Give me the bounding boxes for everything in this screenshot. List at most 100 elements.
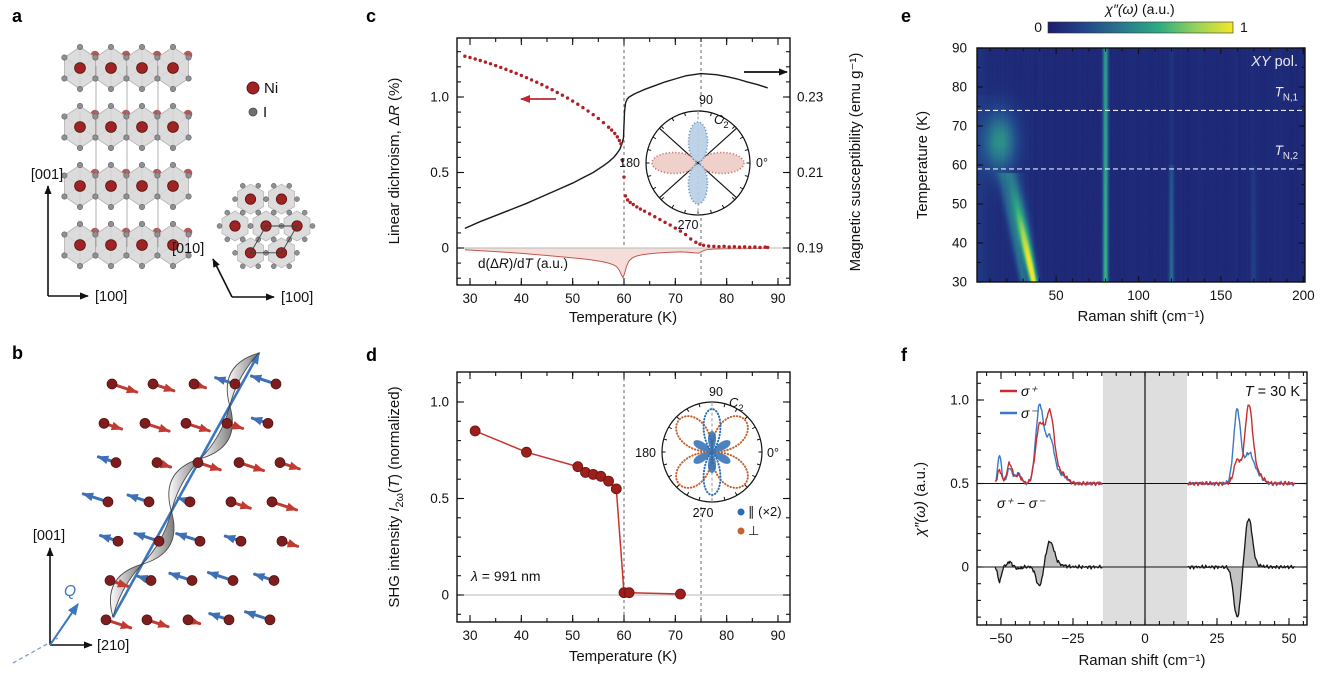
polarization-label: XY pol.: [1250, 54, 1298, 70]
magnetic-ion: [225, 496, 237, 508]
colorbar-max: 1: [1240, 19, 1248, 35]
magnetic-ion: [106, 378, 118, 390]
y-tick-label: 90: [952, 41, 967, 56]
spin-arrow: [176, 496, 190, 506]
spin-arrow: [241, 462, 266, 473]
spin-arrow: [214, 376, 233, 385]
iodine-atom: [61, 54, 68, 61]
iodine-atom: [255, 182, 261, 189]
iodine-atom: [154, 134, 161, 141]
iodine-atom: [286, 182, 292, 189]
iodine-atom: [154, 172, 161, 179]
y-tick-label: 70: [952, 119, 967, 134]
magnetic-ion: [186, 575, 198, 586]
wavelength-label: λ = 991 nm: [470, 568, 541, 584]
spin-arrow: [250, 416, 266, 426]
spin-arrow: [188, 616, 202, 626]
spin-arrow: [253, 572, 272, 582]
spin-arrow: [200, 462, 222, 472]
panel-c-linear-dichroism-chart: 30 40 50 60 70 80 90 1.0 0.5 0 0.23 0.21 0.19 Tempera…: [386, 37, 864, 326]
iodine-atom: [123, 134, 130, 141]
spin-arrow: [168, 571, 190, 581]
iodine-atom: [77, 103, 84, 110]
plot-frame: [976, 371, 1308, 626]
magnetic-ion: [270, 378, 282, 390]
x-tick-label: 50: [565, 628, 580, 643]
polar-diagonal: [658, 127, 738, 199]
difference-fill: [995, 541, 1103, 586]
iodine-atom: [185, 193, 192, 200]
legend-i-swatch: [248, 107, 258, 117]
unit-cell-outline: [249, 225, 298, 254]
spin-arrow: [99, 534, 116, 543]
nickel-atom: [105, 121, 117, 133]
iodine-atom: [232, 196, 238, 202]
axis-q-label: Q: [64, 583, 76, 600]
spiral-q-line: [111, 351, 261, 618]
polar-label-270: 270: [678, 218, 699, 232]
legend-parallel-label: ∥ (×2): [748, 504, 782, 519]
y-left-axis-label: Linear dichroism, ΔR (%): [386, 78, 403, 245]
spin-arrow: [136, 574, 149, 584]
colorbar: [1047, 21, 1234, 34]
y-tick-label: 30: [952, 275, 967, 290]
panel-b-label: b: [12, 343, 23, 363]
panel-f-label: f: [901, 345, 907, 365]
iodine-atom: [123, 252, 130, 259]
panel-b-spin-spiral: [001] [210] Q: [12, 351, 301, 664]
temperature-label: T = 30 K: [1245, 384, 1301, 400]
legend-sigma-minus-label: σ⁻: [1021, 405, 1038, 421]
axis-100-top-label: [100]: [281, 290, 313, 306]
iodine-atom: [271, 263, 277, 270]
iodine-atom: [294, 196, 300, 202]
series-sigma-minus: [995, 403, 1103, 486]
iodine-atom: [61, 134, 68, 141]
iodine-atom: [302, 236, 308, 243]
legend-perp-label: ⊥: [748, 523, 759, 538]
spin-arrow: [81, 492, 106, 503]
legend-i-label: I: [263, 104, 267, 121]
panel-a-label: a: [12, 6, 23, 26]
iodine-atom: [224, 209, 230, 216]
iodine-atom: [108, 103, 115, 110]
spin-arrow: [155, 383, 176, 393]
y-right-tick-label: 0.19: [797, 241, 823, 256]
iodine-atom: [309, 223, 316, 229]
iodine-atom: [170, 43, 177, 50]
polar-label-270: 270: [693, 506, 714, 520]
polar-label-0: 0°: [767, 446, 779, 460]
x-axis-label: Raman shift (cm⁻¹): [1078, 652, 1205, 669]
x-tick-label: 30: [462, 628, 477, 643]
spin-arrow: [112, 579, 130, 588]
series-sigma-minus: [1187, 408, 1296, 487]
magnetic-ion: [184, 496, 196, 508]
magnetic-ion: [151, 457, 163, 468]
y-axis-label: SHG intensity I2ω(T) (normalized): [386, 386, 406, 607]
x-tick-label: 40: [514, 291, 529, 306]
spin-arrow: [108, 619, 133, 630]
iodine-atom: [255, 209, 261, 216]
iodine-atom: [77, 145, 84, 152]
series-sigma-plus: [994, 408, 1103, 487]
iodine-atom: [139, 86, 146, 93]
iodine-atom: [154, 231, 161, 238]
iodine-atom: [139, 43, 146, 50]
magnetic-ion: [194, 535, 206, 547]
magnetic-ion: [143, 496, 155, 508]
x-tick-label: 70: [668, 628, 683, 643]
polar-label-c2: C2: [729, 395, 744, 413]
spin-arrow: [274, 501, 299, 512]
spin-arrow: [243, 610, 268, 621]
iodine-atom: [271, 182, 277, 189]
series-shg-markers: [469, 425, 686, 600]
x-tick-label: 80: [719, 291, 734, 306]
x-tick-label: 50: [565, 291, 580, 306]
spin-arrow: [208, 612, 227, 621]
y-axis-label: Temperature (K): [914, 111, 931, 219]
iodine-atom: [77, 86, 84, 93]
x-tick-label: 90: [770, 291, 785, 306]
polar-label-0: 0°: [756, 156, 768, 170]
shg-data-point: [572, 461, 584, 473]
x-tick-label: 90: [770, 628, 785, 643]
iodine-atom: [108, 204, 115, 211]
